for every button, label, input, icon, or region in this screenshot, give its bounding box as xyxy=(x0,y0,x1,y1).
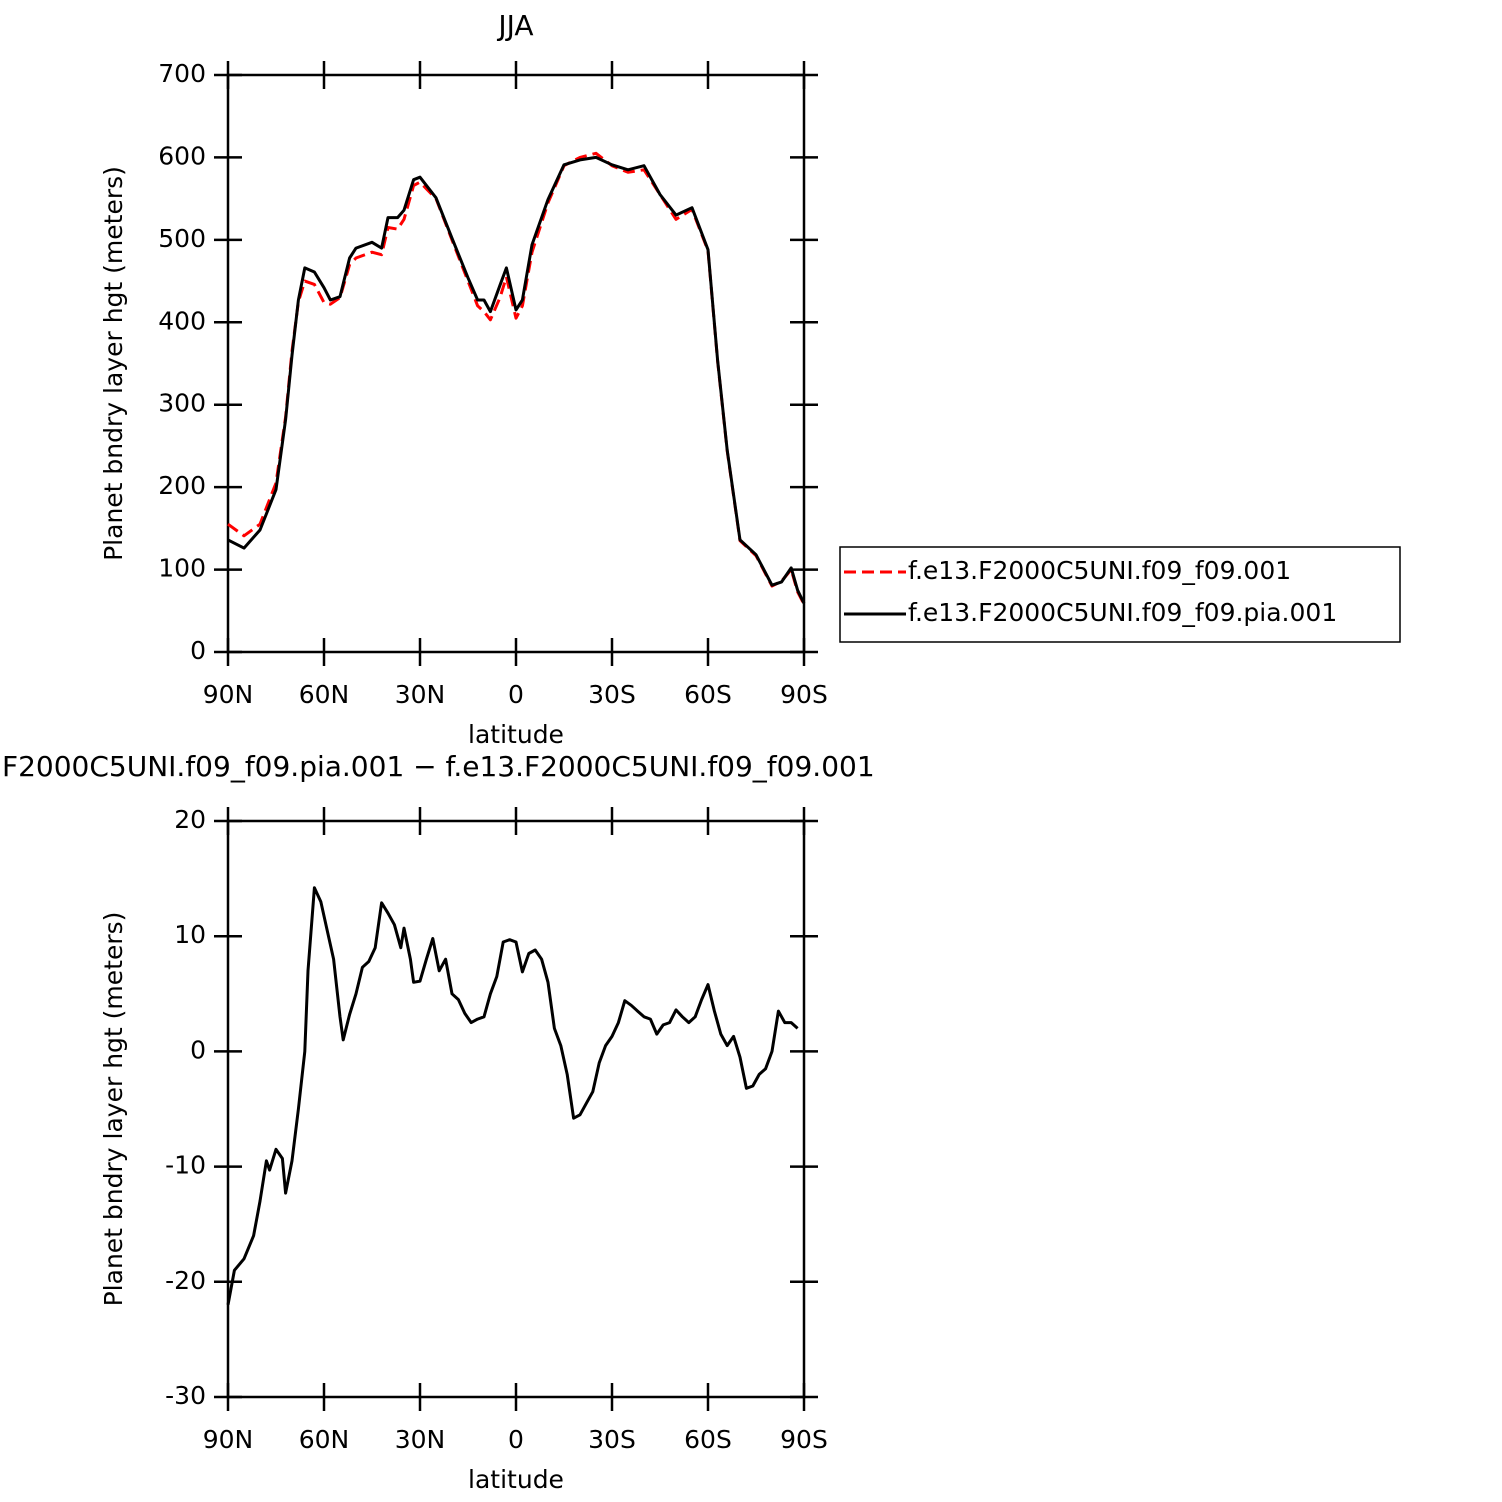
legend-label: f.e13.F2000C5UNI.f09_f09.pia.001 xyxy=(908,598,1337,627)
y-tick-label: 100 xyxy=(158,554,206,583)
chart-title: F2000C5UNI.f09_f09.pia.001 − f.e13.F2000… xyxy=(2,750,875,783)
x-axis-label: latitude xyxy=(468,1465,564,1494)
x-tick-label: 30S xyxy=(588,1425,636,1454)
y-axis-label: Planet bndry layer hgt (meters) xyxy=(99,166,128,561)
y-tick-label: 500 xyxy=(158,224,206,253)
x-tick-label: 90S xyxy=(780,680,828,709)
x-tick-label: 90N xyxy=(203,680,254,709)
y-tick-label: 600 xyxy=(158,141,206,170)
x-tick-label: 90N xyxy=(203,1425,254,1454)
y-tick-label: 20 xyxy=(174,805,206,834)
y-tick-label: 0 xyxy=(190,1035,206,1064)
y-axis-label: Planet bndry layer hgt (meters) xyxy=(99,912,128,1307)
y-tick-label: -10 xyxy=(165,1151,206,1180)
plot-frame xyxy=(226,819,806,1399)
x-tick-label: 30N xyxy=(395,680,446,709)
y-tick-label: 10 xyxy=(174,920,206,949)
x-tick-label: 60N xyxy=(299,680,350,709)
x-axis-label: latitude xyxy=(468,720,564,749)
y-tick-label: -30 xyxy=(165,1381,206,1410)
x-tick-label: 0 xyxy=(508,680,524,709)
legend-label: f.e13.F2000C5UNI.f09_f09.001 xyxy=(908,556,1291,585)
x-tick-label: 60S xyxy=(684,1425,732,1454)
x-tick-label: 0 xyxy=(508,1425,524,1454)
x-tick-label: 30N xyxy=(395,1425,446,1454)
y-tick-label: 300 xyxy=(158,389,206,418)
x-tick-label: 90S xyxy=(780,1425,828,1454)
series-line xyxy=(227,155,806,605)
x-tick-label: 30S xyxy=(588,680,636,709)
y-tick-label: 700 xyxy=(158,59,206,88)
x-tick-label: 60S xyxy=(684,680,732,709)
y-tick-label: 0 xyxy=(190,636,206,665)
x-tick-label: 60N xyxy=(299,1425,350,1454)
y-tick-label: 200 xyxy=(158,471,206,500)
y-tick-label: -20 xyxy=(165,1266,206,1295)
y-tick-label: 400 xyxy=(158,306,206,335)
chart-title: JJA xyxy=(496,9,533,42)
legend-box xyxy=(839,546,1401,643)
series-line xyxy=(226,886,799,1306)
series-line xyxy=(227,151,806,605)
